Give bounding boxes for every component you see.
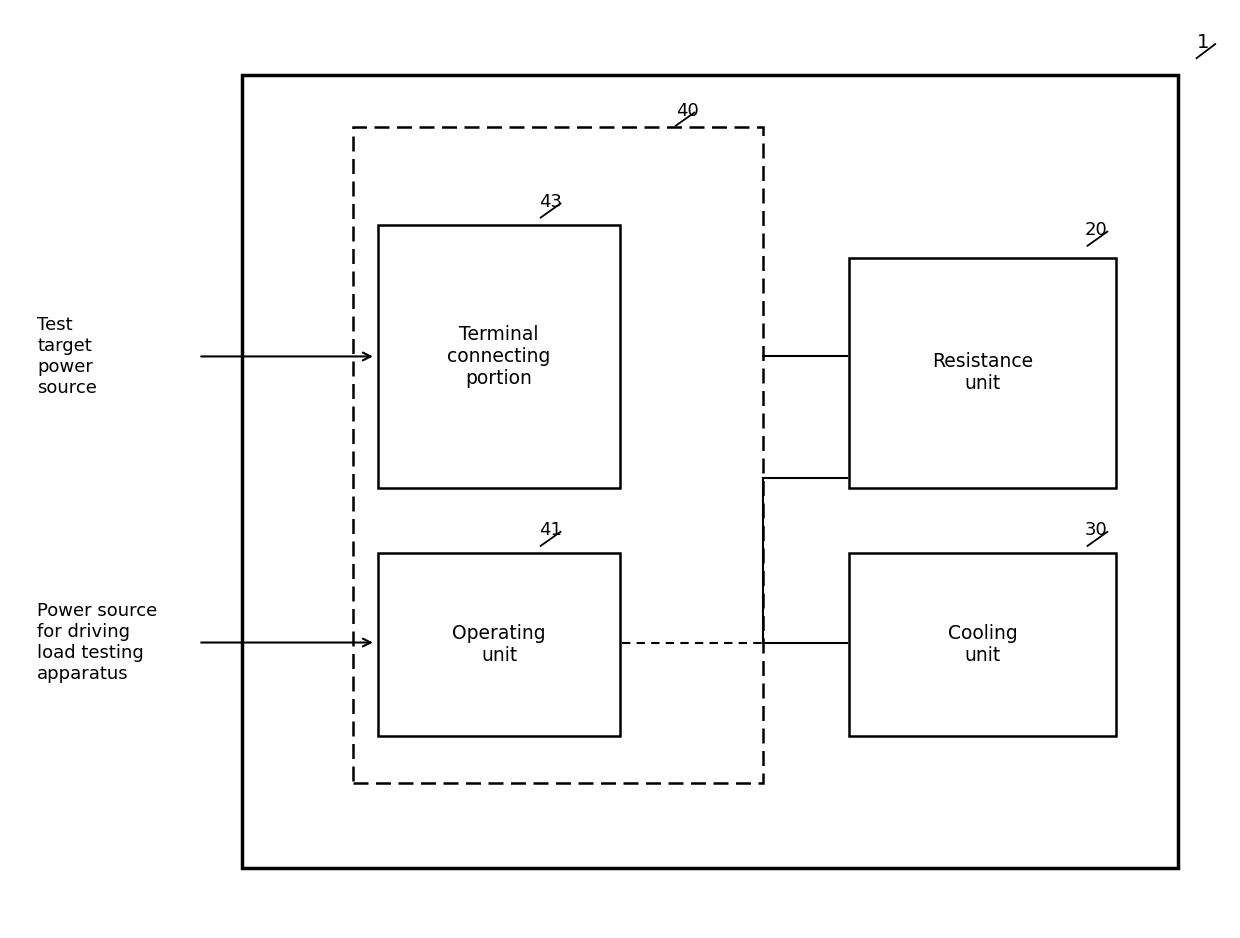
Text: Power source
for driving
load testing
apparatus: Power source for driving load testing ap… xyxy=(37,602,157,683)
Bar xyxy=(849,553,1116,736)
Bar xyxy=(353,127,763,783)
Bar xyxy=(378,553,620,736)
Bar xyxy=(242,75,1178,868)
Bar xyxy=(849,258,1116,488)
Text: 20: 20 xyxy=(1085,220,1107,239)
Text: 41: 41 xyxy=(539,521,562,539)
Text: Terminal
connecting
portion: Terminal connecting portion xyxy=(448,325,551,388)
Text: 40: 40 xyxy=(676,101,698,120)
Text: Resistance
unit: Resistance unit xyxy=(932,353,1033,393)
Bar xyxy=(378,225,620,488)
Text: 1: 1 xyxy=(1197,33,1209,52)
Text: Operating
unit: Operating unit xyxy=(453,625,546,665)
Text: Test
target
power
source: Test target power source xyxy=(37,316,97,397)
Text: 30: 30 xyxy=(1085,521,1107,539)
Text: 43: 43 xyxy=(539,192,563,211)
Text: Cooling
unit: Cooling unit xyxy=(947,625,1018,665)
